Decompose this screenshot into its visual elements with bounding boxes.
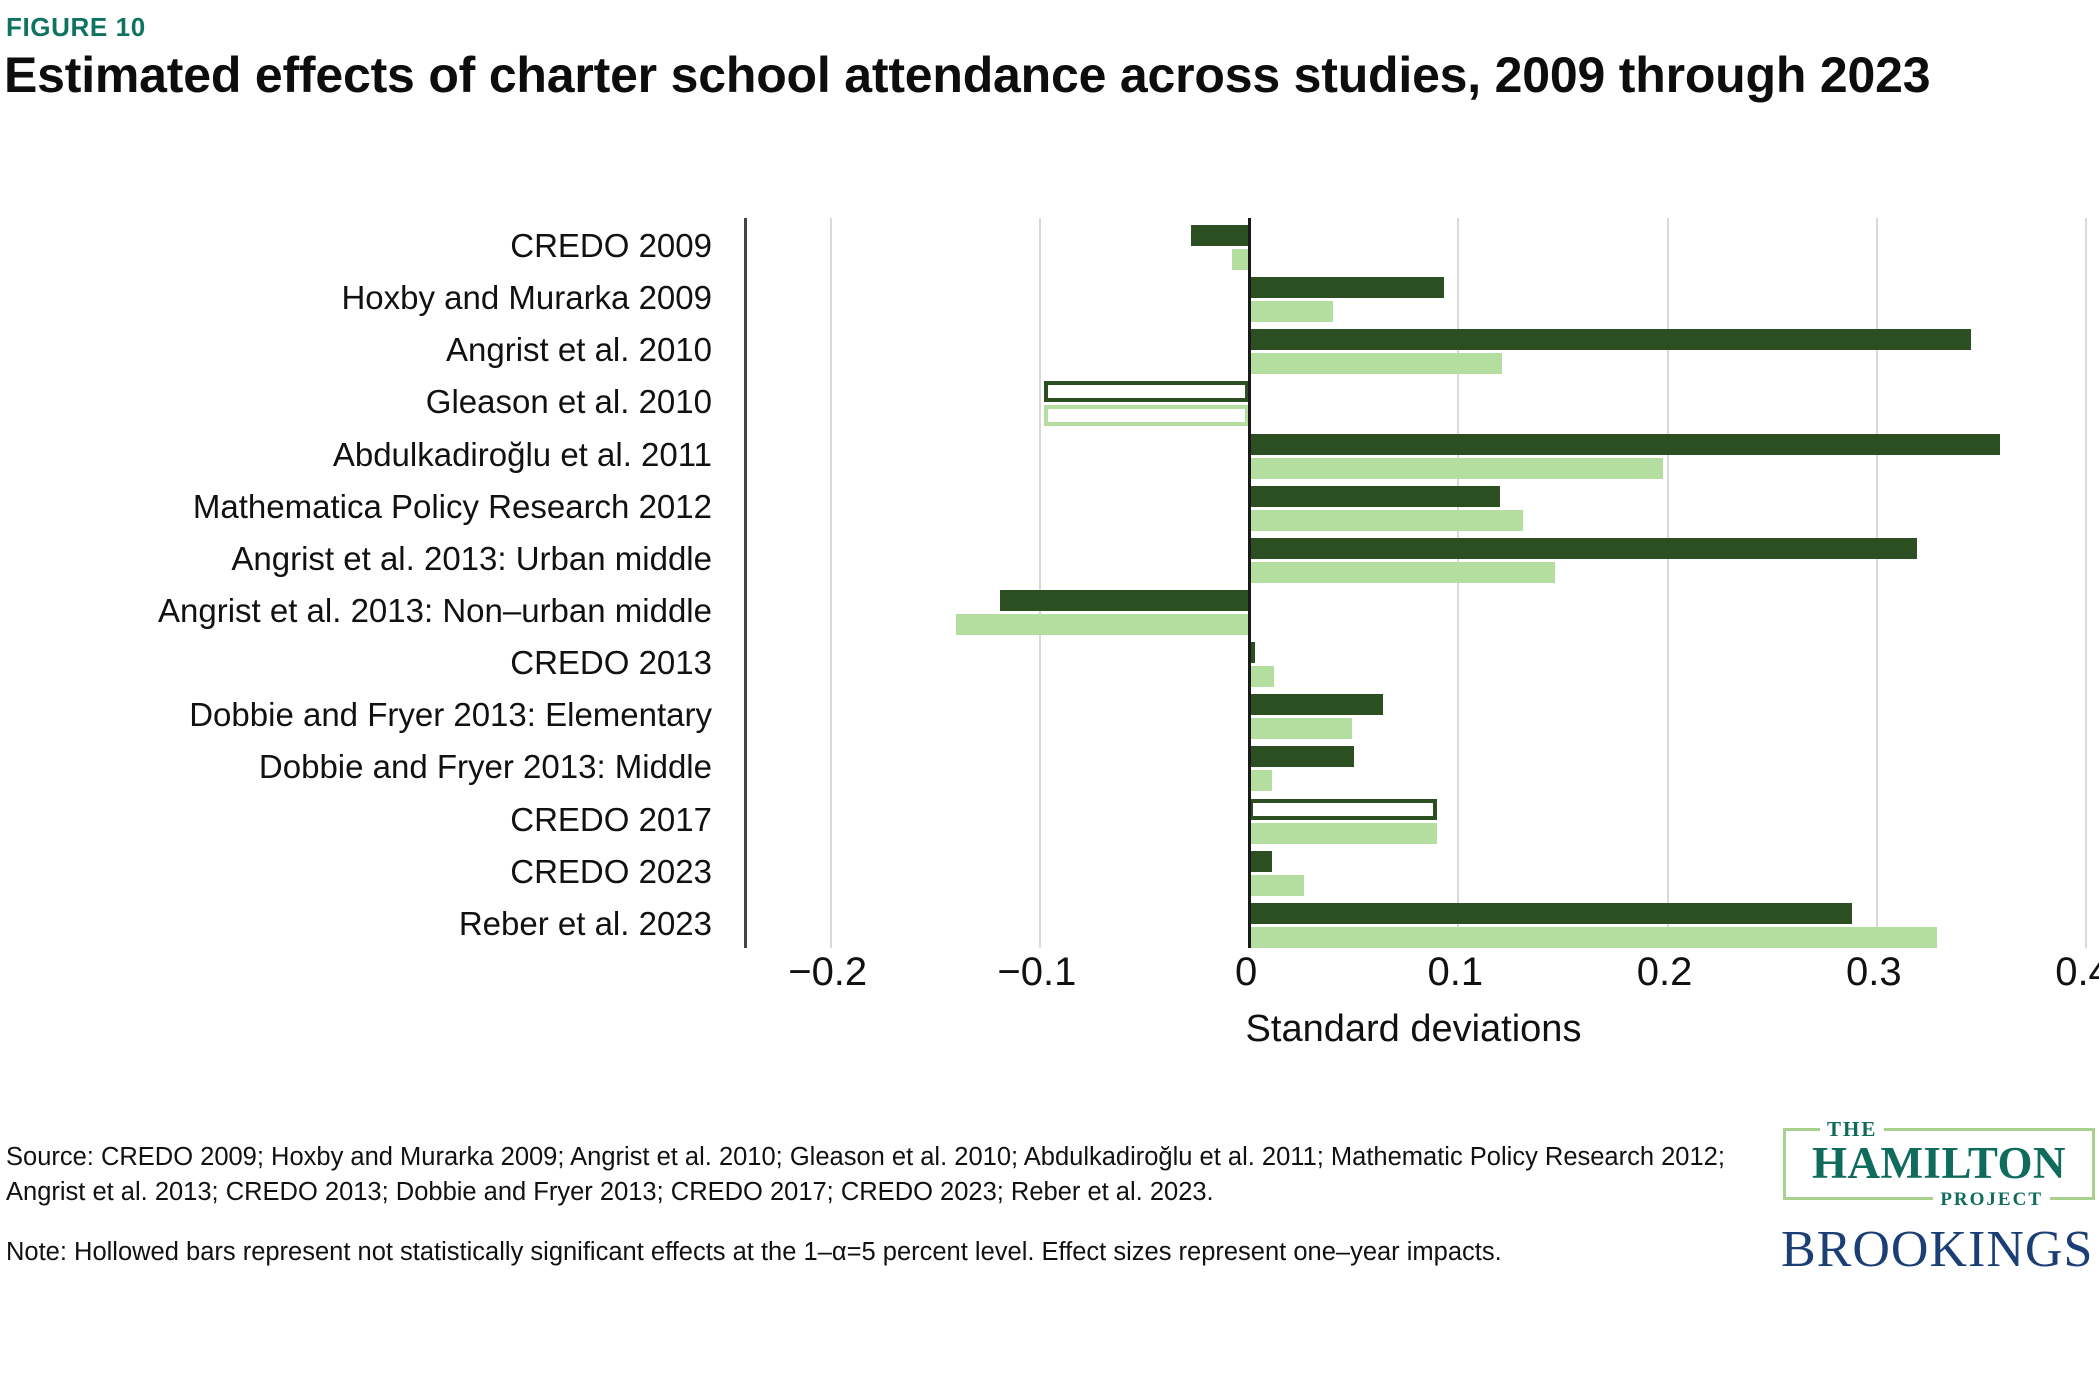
chart-row <box>747 583 2083 635</box>
bar-dark <box>1249 798 1438 820</box>
bar-dark <box>1249 902 1852 924</box>
logo-group: THE HAMILTON PROJECT BROOKINGS <box>1769 1117 2099 1328</box>
category-label: Reber et al. 2023 <box>458 904 712 942</box>
figure-label: FIGURE 10 <box>6 12 146 42</box>
hamilton-wordmark: HAMILTON <box>1811 1138 2067 1188</box>
source-note: Source: CREDO 2009; Hoxby and Murarka 20… <box>6 1143 1725 1206</box>
chart-row <box>747 896 2083 948</box>
bar-light <box>1249 770 1273 792</box>
gridline <box>1666 218 1669 948</box>
category-axis: CREDO 2009 Hoxby and Murarka 2009 Angrist … <box>0 218 728 948</box>
x-tick-label: −0.2 <box>788 950 868 994</box>
category-label: Angrist et al. 2010 <box>446 331 712 369</box>
bar-dark <box>1190 225 1250 246</box>
chart-row <box>747 374 2083 427</box>
chart-row <box>747 635 2083 688</box>
bar-rows <box>747 218 2083 948</box>
zero-axis-line <box>1248 218 1252 948</box>
bar-light <box>1249 822 1438 844</box>
bar-light <box>1044 405 1250 427</box>
category-label: Angrist et al. 2013: Urban middle <box>231 539 712 577</box>
bar-light <box>1249 666 1275 688</box>
page-title: Estimated effects of charter school atte… <box>4 47 1931 103</box>
bar-light <box>1249 301 1333 323</box>
bar-light <box>1249 561 1555 583</box>
bar-light <box>1249 874 1304 896</box>
bar-dark <box>1249 277 1444 299</box>
gridline <box>829 218 832 948</box>
bar-dark <box>1249 850 1273 872</box>
x-tick-label: −0.1 <box>997 950 1077 994</box>
bar-chart: CREDO 2009 Hoxby and Murarka 2009 Angrist … <box>0 218 2099 1050</box>
chart-row <box>747 844 2083 896</box>
chart-row <box>747 322 2083 375</box>
category-label: Dobbie and Fryer 2013: Elementary <box>189 696 712 734</box>
category-label: CREDO 2023 <box>510 852 712 890</box>
x-tick-label: 0.1 <box>1427 950 1484 994</box>
bar-light <box>1232 249 1250 270</box>
x-tick-label: 0 <box>1235 950 1258 994</box>
category-label: CREDO 2009 <box>510 227 712 264</box>
bar-dark <box>1249 537 1917 559</box>
methodology-note: Note: Hollowed bars represent not statis… <box>6 1238 1502 1267</box>
bar-dark <box>1249 746 1354 768</box>
category-label: CREDO 2013 <box>510 644 712 682</box>
bar-dark <box>1044 381 1250 403</box>
gridline <box>2085 218 2087 948</box>
bar-light <box>1249 353 1503 375</box>
bar-light <box>1249 457 1664 479</box>
category-label: Angrist et al. 2013: Non–urban middle <box>157 592 712 629</box>
x-tick-label: 0.3 <box>1845 950 1902 994</box>
plot-area <box>744 218 2087 948</box>
chart-row <box>747 218 2083 270</box>
chart-row <box>747 427 2083 479</box>
category-label: Dobbie and Fryer 2013: Middle <box>258 748 712 786</box>
bar-light <box>1249 926 1938 948</box>
bar-dark <box>1000 590 1250 611</box>
category-label: CREDO 2017 <box>510 800 712 838</box>
hamilton-project-logo: THE HAMILTON PROJECT <box>1783 1117 2095 1211</box>
bar-dark <box>1249 694 1384 716</box>
bar-light <box>1249 509 1524 531</box>
category-label: Mathematica Policy Research 2012 <box>192 487 712 525</box>
bar-dark <box>1249 329 1971 351</box>
hamilton-project-text: PROJECT <box>1933 1189 2050 1211</box>
chart-row <box>747 792 2083 844</box>
chart-row <box>747 531 2083 583</box>
bar-dark <box>1249 642 1256 664</box>
x-tick-label: 0.2 <box>1636 950 1693 994</box>
bar-light <box>1249 718 1352 740</box>
category-label: Gleason et al. 2010 <box>425 383 712 421</box>
gridline <box>1038 218 1041 948</box>
chart-row <box>747 687 2083 740</box>
brookings-logo: BROOKINGS <box>1781 1221 2094 1278</box>
chart-row <box>747 270 2083 323</box>
x-axis-ticks: −0.2 −0.1 0 0.1 0.2 0.3 0.4 <box>744 950 2099 1010</box>
category-label: Hoxby and Murarka 2009 <box>341 279 712 317</box>
chart-row <box>747 479 2083 531</box>
x-axis-title: Standard deviations <box>1245 1008 1582 1050</box>
gridlines <box>747 218 2087 948</box>
category-label: Abdulkadiroğlu et al. 2011 <box>332 435 712 473</box>
gridline <box>1875 218 1878 948</box>
footnotes: Source: CREDO 2009; Hoxby and Murarka 20… <box>6 1140 1746 1270</box>
bar-light <box>956 614 1250 635</box>
hamilton-the-text: THE <box>1820 1117 1885 1142</box>
bar-dark <box>1249 433 2001 455</box>
bar-dark <box>1249 485 1501 507</box>
gridline <box>1457 218 1460 948</box>
x-tick-label: 0.4 <box>2055 950 2099 994</box>
chart-row <box>747 739 2083 792</box>
